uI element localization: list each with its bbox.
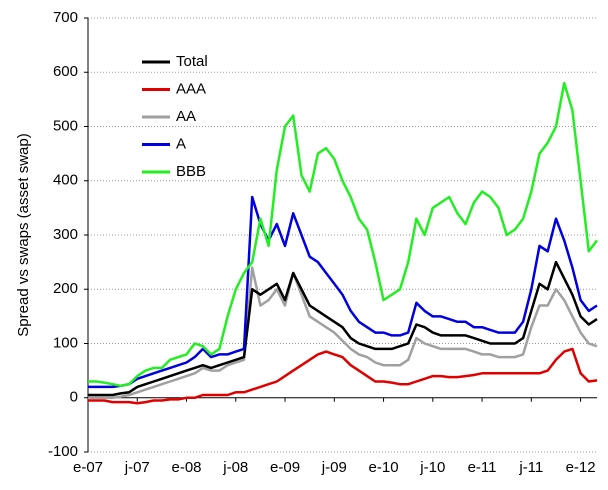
series-line: [88, 81, 598, 388]
legend-label: AAA: [176, 80, 206, 97]
series-line: [88, 266, 598, 400]
x-tick-label: j-10: [419, 459, 445, 476]
x-tick-label: e-09: [270, 459, 300, 476]
x-tick-label: j-07: [124, 459, 150, 476]
series-line: [88, 260, 598, 397]
y-tick-label: 700: [53, 9, 78, 26]
y-tick-label: 500: [53, 117, 78, 134]
x-tick-label: j-11: [518, 459, 543, 476]
y-tick-label: 200: [53, 280, 78, 297]
series-line: [88, 347, 598, 405]
legend-label: A: [176, 135, 186, 152]
x-tick-label: j-09: [321, 459, 347, 476]
y-tick-label: 100: [53, 334, 78, 351]
series-line: [88, 195, 598, 389]
x-tick-label: e-11: [468, 459, 497, 476]
y-tick-label: 0: [70, 389, 78, 406]
x-tick-label: e-10: [369, 459, 399, 476]
x-tick-label: j-08: [222, 459, 248, 476]
x-tick-label: e-07: [73, 459, 103, 476]
y-tick-label: -100: [48, 443, 78, 460]
y-tick-label: 400: [53, 172, 78, 189]
legend-label: AA: [176, 108, 196, 125]
x-tick-label: e-12: [566, 459, 596, 476]
y-tick-label: 300: [53, 226, 78, 243]
x-tick-label: e-08: [172, 459, 202, 476]
legend-label: BBB: [176, 163, 206, 180]
y-tick-label: 600: [53, 63, 78, 80]
y-axis-label: Spread vs swaps (asset swap): [15, 133, 32, 336]
legend-label: Total: [176, 53, 208, 70]
